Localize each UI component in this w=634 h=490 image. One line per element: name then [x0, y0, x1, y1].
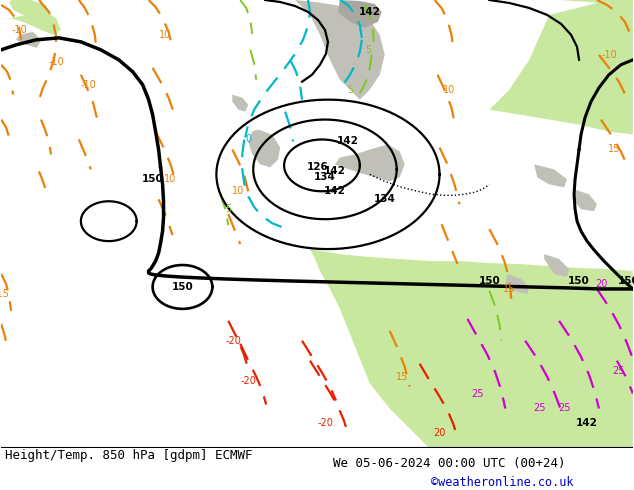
Text: 5: 5 [365, 45, 371, 55]
Text: 20: 20 [434, 428, 446, 439]
Text: 142: 142 [359, 7, 381, 17]
Text: 134: 134 [314, 172, 336, 182]
Text: 150: 150 [142, 174, 164, 184]
Text: -10: -10 [81, 80, 97, 90]
Polygon shape [489, 0, 633, 135]
Polygon shape [544, 254, 569, 277]
Text: -20: -20 [317, 418, 333, 428]
Polygon shape [249, 129, 280, 168]
Text: -20: -20 [225, 336, 242, 346]
Text: 142: 142 [324, 167, 346, 176]
Text: 142: 142 [337, 137, 359, 147]
Text: 150: 150 [618, 276, 634, 286]
Polygon shape [573, 189, 597, 211]
Polygon shape [559, 0, 633, 7]
Polygon shape [1, 12, 61, 35]
Text: 20: 20 [595, 279, 607, 289]
Text: 142: 142 [324, 186, 346, 196]
Text: -10: -10 [11, 25, 27, 35]
Text: 15: 15 [396, 371, 408, 382]
Text: 5: 5 [347, 85, 353, 95]
Text: 150: 150 [568, 276, 590, 286]
Polygon shape [335, 145, 404, 181]
Text: 150: 150 [479, 276, 500, 286]
Text: -20: -20 [240, 376, 256, 386]
Polygon shape [232, 95, 249, 112]
Text: 15: 15 [503, 284, 515, 294]
Polygon shape [534, 165, 567, 187]
Text: 10: 10 [232, 186, 245, 196]
Text: 142: 142 [576, 418, 598, 428]
Text: 134: 134 [374, 194, 396, 204]
Text: 10: 10 [164, 174, 177, 184]
Text: 10: 10 [443, 85, 456, 95]
Text: 25: 25 [558, 403, 571, 414]
Polygon shape [295, 0, 385, 99]
Text: 150: 150 [172, 282, 193, 292]
Polygon shape [16, 32, 41, 48]
Text: 126: 126 [307, 162, 329, 172]
Polygon shape [338, 0, 382, 28]
Polygon shape [308, 239, 633, 448]
Text: We 05-06-2024 00:00 UTC (00+24): We 05-06-2024 00:00 UTC (00+24) [333, 457, 566, 469]
Text: 25: 25 [612, 366, 625, 376]
Text: -10: -10 [601, 50, 617, 60]
Text: Height/Temp. 850 hPa [gdpm] ECMWF: Height/Temp. 850 hPa [gdpm] ECMWF [5, 449, 252, 462]
Text: 0: 0 [245, 134, 251, 145]
Text: -10: -10 [48, 57, 64, 67]
Text: 5: 5 [225, 204, 231, 214]
Text: 15: 15 [608, 145, 620, 154]
Text: 10: 10 [159, 30, 172, 40]
Text: ©weatheronline.co.uk: ©weatheronline.co.uk [431, 476, 574, 489]
Polygon shape [505, 274, 529, 294]
Polygon shape [9, 0, 51, 22]
Text: 25: 25 [471, 389, 484, 398]
Text: -15: -15 [0, 289, 9, 299]
Text: 25: 25 [533, 403, 545, 414]
